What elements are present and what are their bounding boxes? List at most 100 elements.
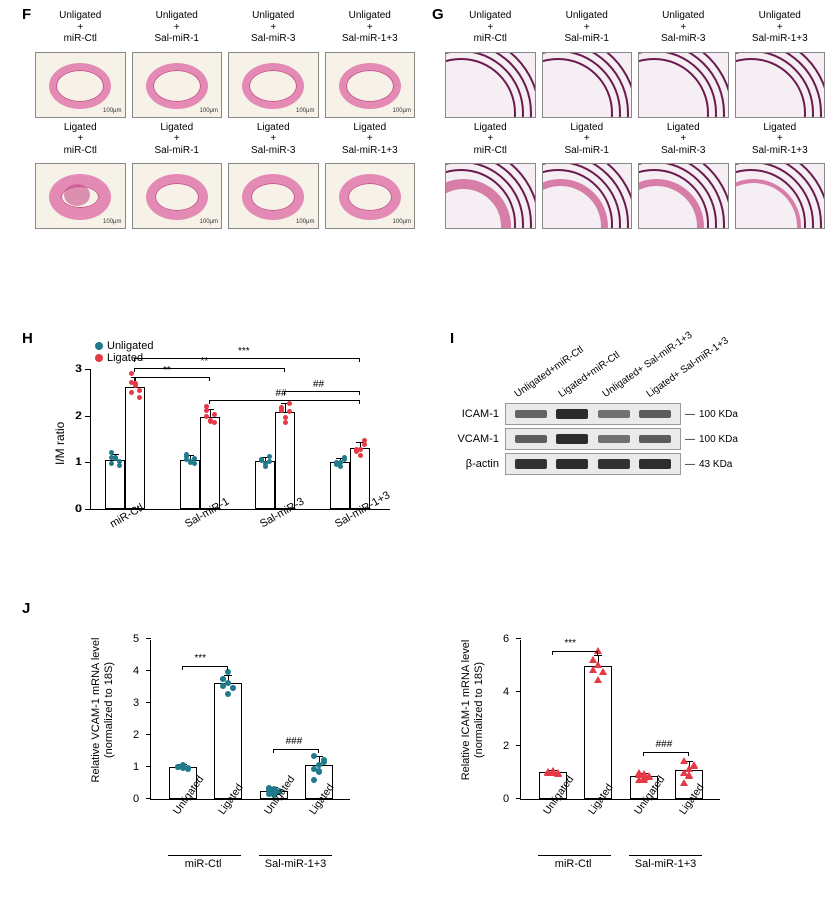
bar: [125, 387, 145, 509]
data-point: [212, 412, 217, 417]
data-point: [549, 767, 557, 774]
histology-image: 100μm: [35, 163, 126, 229]
condition-label: Ligated + Sal-miR-1+3: [752, 122, 808, 157]
condition-label: Unligated + Sal-miR-1: [155, 10, 199, 45]
condition-label: Ligated + Sal-miR-1: [155, 122, 199, 157]
y-tick-label: 1: [133, 761, 139, 773]
data-point: [220, 676, 226, 682]
data-point: [685, 772, 693, 779]
data-point: [109, 461, 114, 466]
condition-label: Ligated + Sal-miR-1+3: [342, 122, 398, 157]
data-point: [267, 454, 272, 459]
significance-label: ###: [656, 739, 673, 750]
significance-label: ***: [194, 653, 206, 664]
histology-image: [638, 52, 729, 118]
data-point: [283, 415, 288, 420]
panel-letter-g: G: [432, 6, 444, 23]
band: [515, 410, 547, 418]
y-tick-label: 2: [503, 740, 509, 752]
data-point: [279, 405, 284, 410]
data-point: [184, 452, 189, 457]
blot-row: ICAM-1 100 KDa: [450, 403, 790, 425]
data-point: [137, 395, 142, 400]
bar: [180, 460, 200, 509]
condition-label: Unligated + Sal-miR-1: [565, 10, 609, 45]
y-tick-label: 0: [133, 793, 139, 805]
data-point: [362, 438, 367, 443]
data-point: [589, 656, 597, 663]
data-point: [342, 455, 347, 460]
condition-label: Ligated + Sal-miR-1: [565, 122, 609, 157]
molecular-weight-label: 100 KDa: [699, 434, 738, 445]
histology-image: 100μm: [325, 52, 416, 118]
y-tick-label: 4: [133, 665, 139, 677]
bar: [275, 412, 295, 509]
panel-letter-h: H: [22, 330, 33, 347]
panel-f-grid: Unligated + miR-CtlUnligated + Sal-miR-1…: [35, 10, 415, 233]
data-point: [311, 753, 317, 759]
blot-strip: [505, 453, 681, 475]
data-point: [354, 447, 359, 452]
y-axis-label: I/M ratio: [53, 422, 67, 465]
histology-image: 100μm: [132, 163, 223, 229]
scalebar: 100μm: [103, 219, 121, 225]
panel-i-blots: Unligated+miR-CtlLigated+miR-CtlUnligate…: [450, 340, 790, 478]
y-tick-label: 5: [133, 633, 139, 645]
histology-image: 100μm: [132, 52, 223, 118]
data-point: [287, 409, 292, 414]
data-point: [129, 371, 134, 376]
band: [598, 435, 630, 442]
condition-label: Unligated + Sal-miR-3: [251, 10, 295, 45]
significance-label: ##: [313, 379, 324, 390]
molecular-weight-label: 100 KDa: [699, 409, 738, 420]
histology-image: [735, 52, 825, 118]
data-point: [287, 401, 292, 406]
group-label: miR-Ctl: [185, 858, 222, 870]
significance-label: ##: [276, 388, 287, 399]
legend: Unligated Ligated: [95, 340, 153, 364]
blot-protein-label: VCAM-1: [450, 433, 505, 445]
condition-label: Unligated + Sal-miR-3: [661, 10, 705, 45]
blot-protein-label: ICAM-1: [450, 408, 505, 420]
data-point: [109, 450, 114, 455]
condition-label: Ligated + miR-Ctl: [474, 122, 507, 157]
bar: [200, 417, 220, 509]
scalebar: 100μm: [200, 108, 218, 114]
scalebar: 100μm: [296, 219, 314, 225]
data-point: [133, 381, 138, 386]
y-tick-label: 0: [75, 503, 81, 515]
histology-image: [542, 52, 633, 118]
blot-strip: [505, 428, 681, 450]
condition-label: Unligated + Sal-miR-1+3: [752, 10, 808, 45]
histology-image: [445, 163, 536, 229]
histology-image: [735, 163, 825, 229]
bar: [214, 683, 242, 799]
condition-label: Ligated + Sal-miR-3: [661, 122, 705, 157]
blot-row: VCAM-1 100 KDa: [450, 428, 790, 450]
y-tick-label: 6: [503, 633, 509, 645]
lane-label: Ligated+ Sal-miR-1+3: [645, 335, 731, 400]
bar: [105, 460, 125, 509]
histology-image: 100μm: [325, 163, 416, 229]
band: [556, 459, 588, 469]
band: [515, 459, 547, 469]
band: [639, 435, 671, 443]
scalebar: 100μm: [393, 219, 411, 225]
significance-label: **: [163, 365, 171, 376]
bar-chart: Relative VCAM-1 mRNA level(normalized to…: [80, 635, 400, 885]
scalebar: 100μm: [393, 108, 411, 114]
band: [598, 459, 630, 469]
group-label: Sal-miR-1+3: [635, 858, 696, 870]
group-label: Sal-miR-1+3: [265, 858, 326, 870]
data-point: [334, 460, 339, 465]
data-point: [259, 457, 264, 462]
significance-label: ***: [564, 638, 576, 649]
data-point: [594, 676, 602, 683]
histology-image: 100μm: [35, 52, 126, 118]
scalebar: 100μm: [296, 108, 314, 114]
y-axis-label: Relative VCAM-1 mRNA level(normalized to…: [90, 630, 116, 790]
data-point: [599, 668, 607, 675]
panel-g-grid: Unligated + miR-CtlUnligated + Sal-miR-1…: [445, 10, 825, 233]
scalebar: 100μm: [200, 219, 218, 225]
bar: [584, 666, 612, 799]
